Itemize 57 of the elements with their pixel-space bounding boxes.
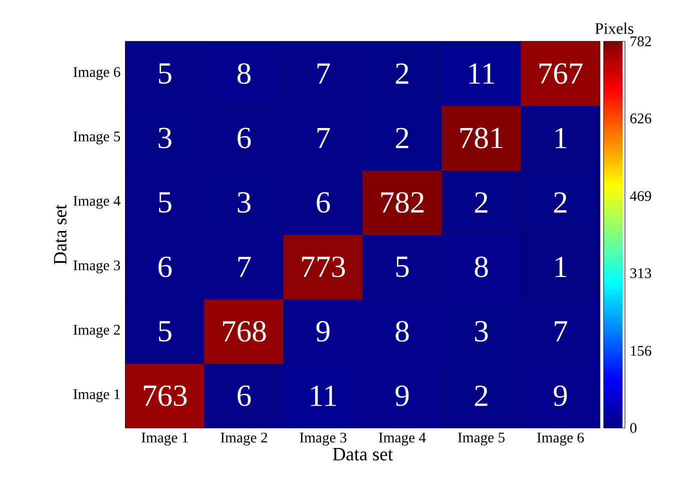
data-label: 3 [475, 321, 488, 342]
y-tick-label: Image 2 [74, 324, 120, 338]
data-label: 8 [396, 320, 409, 342]
color-bar-label: 782 [630, 36, 651, 46]
data-label: 763 [144, 385, 187, 406]
data-label: 2 [396, 63, 408, 84]
data-label: 7 [554, 321, 568, 342]
y-axis-title: Data set [54, 204, 67, 264]
data-label: 773 [302, 256, 345, 278]
x-tick-label: Image 6 [537, 432, 584, 446]
x-tick-label: Image 3 [300, 432, 346, 446]
data-label: 2 [396, 128, 408, 148]
data-label: 9 [316, 321, 330, 342]
data-label: 1 [555, 256, 566, 277]
x-tick-label: Image 4 [378, 432, 426, 446]
y-tick-label: Image 1 [74, 389, 120, 402]
data-label: 7 [317, 128, 330, 148]
x-axis-title: Data set [332, 448, 393, 460]
data-label: 3 [238, 192, 250, 213]
data-label: 2 [554, 192, 566, 213]
data-label: 1 [555, 128, 566, 148]
data-label: 2 [475, 192, 488, 213]
color-bar-label: 626 [630, 114, 652, 124]
data-label: 11 [469, 63, 494, 84]
data-label: 5 [159, 321, 172, 342]
data-label: 782 [381, 192, 424, 213]
data-label: 7 [317, 64, 330, 84]
y-tick-label: Image 3 [74, 260, 120, 274]
data-label: 2 [475, 386, 488, 406]
data-label: 6 [238, 385, 251, 406]
x-tick-label: Image 5 [458, 432, 505, 446]
y-tick-label: Image 4 [74, 196, 120, 209]
data-label: 9 [554, 385, 567, 406]
data-label: 9 [396, 385, 409, 406]
data-label: 3 [158, 128, 172, 148]
color-bar-title: Pixels [595, 22, 634, 34]
data-label: 5 [396, 256, 409, 278]
y-tick-label: Image 6 [74, 67, 120, 80]
data-label: 781 [460, 128, 502, 148]
data-label: 5 [159, 192, 172, 213]
data-label: 8 [238, 63, 251, 84]
color-bar-label: 313 [630, 268, 652, 278]
data-label: 6 [316, 192, 330, 213]
data-label: 767 [539, 63, 583, 84]
color-bar-label: 156 [630, 346, 652, 356]
data-label: 5 [159, 63, 172, 84]
data-label: 11 [311, 386, 336, 406]
y-tick-label: Image 5 [74, 132, 120, 144]
data-label: 7 [238, 256, 251, 277]
data-label: 6 [158, 256, 172, 278]
data-label: 8 [474, 256, 488, 278]
x-tick-label: Image 1 [142, 432, 188, 446]
color-bar-label: 469 [630, 191, 652, 202]
color-bar-label: 0 [630, 423, 636, 433]
data-label: 768 [223, 320, 266, 342]
x-tick-label: Image 2 [220, 432, 268, 446]
data-label: 6 [238, 128, 251, 148]
